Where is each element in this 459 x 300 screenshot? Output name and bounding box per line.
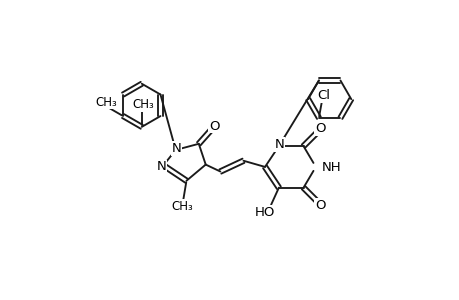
Text: Cl: Cl — [316, 89, 329, 102]
Text: CH₃: CH₃ — [171, 200, 193, 213]
Text: CH₃: CH₃ — [132, 98, 154, 111]
Text: O: O — [208, 120, 219, 133]
Text: O: O — [314, 199, 325, 212]
Text: N: N — [274, 138, 284, 151]
Text: NH: NH — [321, 161, 341, 174]
Text: HO: HO — [254, 206, 274, 219]
Text: CH₃: CH₃ — [95, 96, 117, 109]
Text: N: N — [157, 160, 166, 173]
Text: N: N — [171, 142, 181, 155]
Text: O: O — [314, 122, 325, 135]
